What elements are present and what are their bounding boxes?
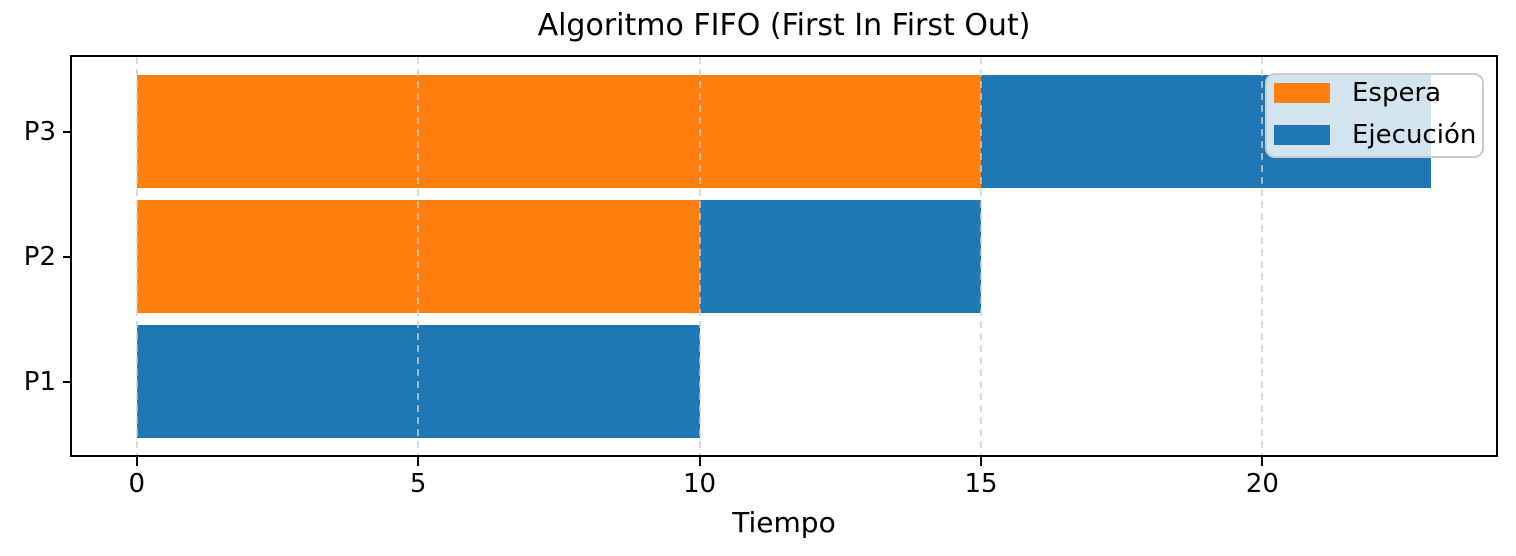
bar-p2-ejecucion	[699, 200, 981, 313]
x-tick-mark-0	[135, 457, 138, 466]
x-tick-mark-15	[979, 457, 982, 466]
x-tick-label-10: 10	[683, 469, 717, 499]
legend-item-ejecucion: Ejecución	[1274, 120, 1477, 150]
gridline-x-10	[698, 57, 701, 455]
legend-swatch-espera	[1274, 83, 1330, 103]
x-tick-label-20: 20	[1245, 469, 1279, 499]
plot-area	[70, 55, 1498, 457]
gridline-x-5	[417, 57, 420, 455]
legend-swatch-ejecucion	[1274, 125, 1330, 145]
legend-label-ejecucion: Ejecución	[1352, 120, 1477, 150]
gridline-x-0	[135, 57, 138, 455]
y-tick-label-p3: P3	[23, 116, 56, 147]
gridline-x-15	[979, 57, 982, 455]
x-tick-mark-5	[417, 457, 420, 466]
chart-title: Algoritmo FIFO (First In First Out)	[537, 8, 1031, 43]
y-tick-label-p1: P1	[23, 366, 56, 397]
y-tick-mark-p2	[63, 255, 72, 258]
y-tick-mark-p1	[63, 380, 72, 383]
x-tick-mark-20	[1261, 457, 1264, 466]
legend: Espera Ejecución	[1265, 73, 1484, 158]
x-tick-label-0: 0	[128, 469, 145, 499]
bar-p3-espera	[136, 75, 981, 188]
y-tick-mark-p3	[63, 130, 72, 133]
legend-item-espera: Espera	[1274, 80, 1475, 106]
gridline-x-20	[1261, 57, 1264, 455]
legend-label-espera: Espera	[1352, 78, 1442, 108]
y-tick-label-p2: P2	[23, 241, 56, 272]
x-axis-label: Tiempo	[732, 506, 836, 539]
x-tick-label-5: 5	[409, 469, 427, 499]
x-tick-mark-10	[698, 457, 701, 466]
x-tick-label-15: 15	[964, 469, 998, 499]
